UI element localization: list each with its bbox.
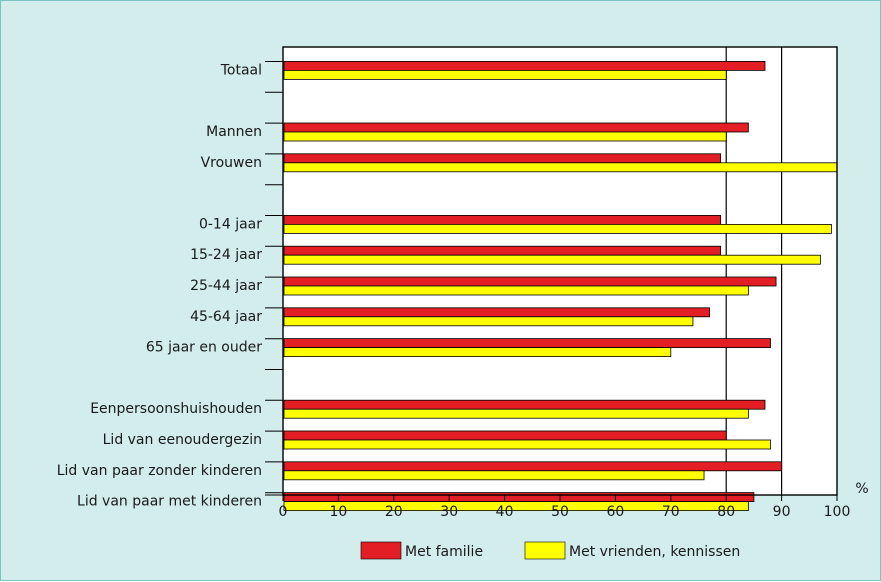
bar-met-vrienden: [283, 223, 832, 234]
x-tick-label: 80: [717, 504, 735, 520]
bar-met-vrienden: [283, 439, 771, 450]
bar-met-familie: [283, 307, 710, 318]
x-tick-label: 40: [496, 504, 514, 520]
bar-met-vrienden: [283, 347, 672, 358]
bar-met-familie: [283, 430, 727, 441]
category-label: 45-64 jaar: [190, 309, 262, 325]
category-label: 15-24 jaar: [190, 247, 262, 263]
bar-met-familie: [283, 338, 771, 349]
x-tick-label: 50: [551, 504, 569, 520]
x-tick-label: 70: [662, 504, 680, 520]
legend-swatch-met-vrienden: [524, 541, 566, 560]
bar-met-familie: [283, 61, 766, 71]
category-label: Lid van paar met kinderen: [77, 494, 262, 510]
bar-met-familie: [283, 153, 722, 164]
category-label: 25-44 jaar: [190, 278, 262, 294]
bar-met-familie: [283, 214, 722, 225]
bar-met-vrienden: [283, 408, 749, 419]
category-label: 65 jaar en ouder: [146, 340, 262, 356]
plot-area: [283, 47, 837, 495]
bar-met-familie: [283, 122, 749, 133]
category-label: Lid van paar zonder kinderen: [57, 463, 262, 479]
legend-label-met-familie: Met familie: [405, 544, 483, 560]
x-axis-unit: %: [855, 481, 868, 497]
legend-label-met-vrienden: Met vrienden, kennissen: [569, 544, 740, 560]
x-tick-label: 30: [440, 504, 458, 520]
bar-met-vrienden: [283, 131, 727, 142]
category-label: Lid van eenoudergezin: [103, 432, 262, 448]
legend-swatch-met-familie: [360, 541, 402, 560]
bar-met-vrienden: [283, 254, 821, 265]
category-label: 0-14 jaar: [199, 216, 262, 232]
x-tick-label: 100: [824, 504, 851, 520]
bar-met-vrienden: [283, 501, 749, 512]
x-tick-label: 20: [385, 504, 403, 520]
bar-met-vrienden: [283, 285, 749, 296]
bar-met-vrienden: [283, 316, 694, 327]
x-tick-label: 90: [773, 504, 791, 520]
bar-met-familie: [283, 399, 766, 410]
x-tick-label: 60: [606, 504, 624, 520]
bar-met-familie: [283, 276, 777, 287]
bar-met-familie: [283, 461, 783, 472]
bar-met-vrienden: [283, 470, 705, 481]
bar-met-familie: [283, 492, 755, 503]
category-label: Mannen: [206, 124, 262, 140]
x-tick-label: 10: [329, 504, 347, 520]
category-label: Vrouwen: [201, 155, 262, 171]
x-tick-label: 0: [279, 504, 288, 520]
bar-met-familie: [283, 245, 722, 256]
category-label: Eenpersoonshuishouden: [90, 401, 262, 417]
bar-met-vrienden: [283, 162, 838, 173]
bar-met-vrienden: [283, 70, 727, 80]
category-label: Totaal: [220, 62, 262, 78]
